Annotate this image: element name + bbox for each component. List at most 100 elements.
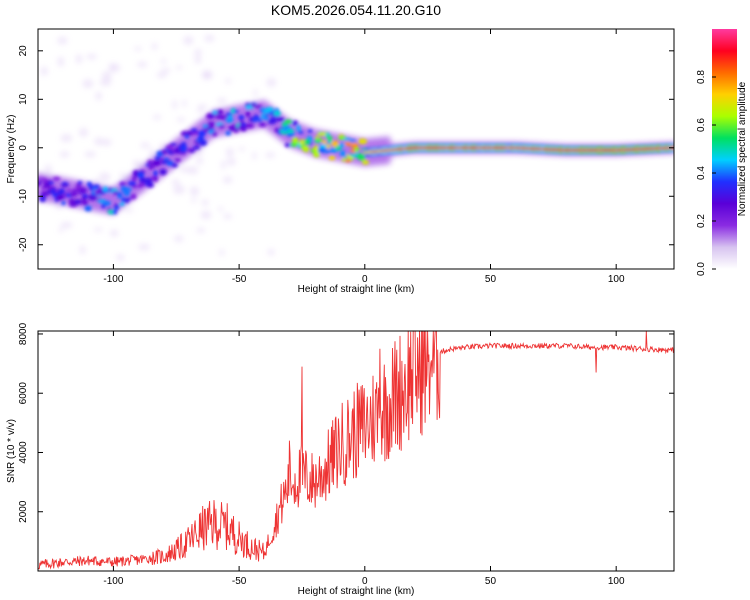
heatmap-cell xyxy=(41,190,48,195)
x-tick-label: 50 xyxy=(485,576,497,587)
heatmap-cell xyxy=(344,141,352,147)
y-tick-label: 4000 xyxy=(18,441,29,464)
heatmap-cell xyxy=(126,197,131,201)
heatmap-cell xyxy=(88,184,95,191)
heatmap-noise xyxy=(93,227,103,232)
heatmap-cell xyxy=(130,193,137,200)
heatmap-cell xyxy=(79,187,88,194)
heatmap-noise xyxy=(59,151,70,158)
heatmap-noise xyxy=(218,206,224,212)
heatmap-cell xyxy=(343,138,352,142)
heatmap-noise xyxy=(182,99,187,107)
heatmap-cell xyxy=(132,185,137,189)
y-tick-label: 10 xyxy=(18,93,29,105)
heatmap-noise xyxy=(156,72,167,79)
heatmap-noise xyxy=(101,138,112,146)
spectrogram-y-ticks: -20 -10 0 10 20 xyxy=(18,45,674,252)
heatmap-cell xyxy=(153,170,158,177)
heatmap-cell xyxy=(212,131,217,137)
x-tick-label: -50 xyxy=(232,274,247,285)
heatmap-cell xyxy=(257,118,263,123)
heatmap-cell xyxy=(208,113,216,118)
heatmap-noise xyxy=(266,77,277,87)
heatmap-noise xyxy=(79,245,86,255)
y-tick-label: 6000 xyxy=(18,382,29,405)
heatmap-cell xyxy=(328,155,336,161)
heatmap-cell xyxy=(191,128,198,133)
heatmap-cell xyxy=(245,123,255,129)
heatmap-cell xyxy=(275,117,285,122)
colorbar-tick-label: 0.2 xyxy=(696,214,707,228)
heatmap-cell xyxy=(286,132,296,137)
heatmap-cell xyxy=(284,119,293,124)
heatmap-cell xyxy=(84,205,92,212)
heatmap-cell xyxy=(165,144,174,150)
heatmap-cell xyxy=(326,135,333,141)
heatmap-noise xyxy=(226,157,236,166)
heatmap-cell xyxy=(238,114,245,121)
heatmap-cell xyxy=(39,195,46,203)
heatmap-noise xyxy=(172,99,178,110)
heatmap-cell xyxy=(148,165,154,170)
heatmap-cell xyxy=(286,128,295,134)
heatmap-noise xyxy=(84,151,96,158)
heatmap-noise xyxy=(179,166,191,173)
x-tick-label: 0 xyxy=(362,274,368,285)
heatmap-cell xyxy=(144,177,153,184)
heatmap-noise xyxy=(133,160,138,167)
heatmap-noise xyxy=(219,249,225,256)
heatmap-cell xyxy=(313,145,319,152)
heatmap-noise xyxy=(194,55,202,64)
heatmap-cell xyxy=(284,143,291,148)
snr-x-ticks: -100 -50 0 50 100 xyxy=(103,331,625,587)
heatmap-noise xyxy=(172,178,180,186)
heatmap-cell xyxy=(116,192,123,197)
x-tick-label: -100 xyxy=(103,274,123,285)
heatmap-noise xyxy=(194,48,202,56)
y-tick-label: -10 xyxy=(18,189,29,204)
heatmap-cell xyxy=(292,136,299,143)
x-tick-label: 100 xyxy=(608,576,625,587)
heatmap-noise xyxy=(183,36,194,45)
heatmap-cell xyxy=(57,188,66,195)
heatmap-noise xyxy=(176,117,186,122)
spectrogram-y-label: Frequency (Hz) xyxy=(6,115,17,184)
heatmap-cell xyxy=(171,162,178,168)
heatmap-cell xyxy=(153,175,158,182)
heatmap-cell xyxy=(159,168,167,176)
heatmap-cell xyxy=(146,183,154,188)
chart-title: KOM5.2026.054.11.20.G10 xyxy=(271,2,441,18)
heatmap-cell xyxy=(69,203,78,207)
heatmap-cell xyxy=(80,199,88,205)
colorbar-tick-label: 0.0 xyxy=(696,262,707,276)
heatmap-cell xyxy=(319,144,328,149)
heatmap-cell xyxy=(338,143,347,148)
heatmap-cell xyxy=(348,139,357,143)
heatmap-cell xyxy=(77,181,83,185)
heatmap-cell xyxy=(216,109,224,115)
heatmap-cell xyxy=(362,160,370,165)
heatmap-cell xyxy=(303,138,311,145)
heatmap-noise xyxy=(82,79,94,89)
colorbar-ticks: 0.0 0.2 0.4 0.6 0.8 xyxy=(696,70,716,276)
heatmap-noise xyxy=(201,199,209,206)
heatmap-noise xyxy=(189,186,199,197)
heatmap-noise xyxy=(151,42,158,51)
heatmap-cell xyxy=(38,180,42,184)
heatmap-cell xyxy=(233,109,239,114)
heatmap-noise xyxy=(200,104,208,110)
heatmap-noise xyxy=(191,198,197,203)
spectrogram-x-ticks: -100 -50 0 50 100 xyxy=(103,29,625,285)
heatmap-cell xyxy=(52,176,61,181)
heatmap-cell xyxy=(264,114,269,121)
heatmap-noise xyxy=(196,227,206,233)
heatmap-cell xyxy=(225,112,233,116)
heatmap-cell xyxy=(303,146,309,153)
heatmap-cell xyxy=(93,184,100,189)
heatmap-noise xyxy=(95,91,102,101)
heatmap-noise xyxy=(238,146,246,152)
heatmap-cell xyxy=(358,138,368,145)
heatmap-noise xyxy=(267,249,275,256)
heatmap-cell xyxy=(253,104,263,109)
heatmap-noise xyxy=(173,184,185,195)
